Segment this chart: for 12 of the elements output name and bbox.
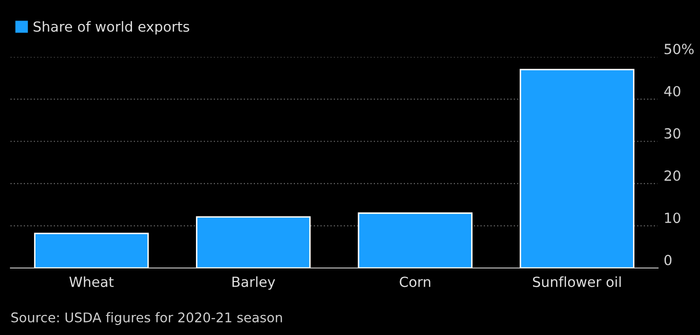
y-tick-label: 10 [665, 212, 680, 224]
x-tick-label: Sunflower oil [533, 276, 621, 288]
y-tick-label: 20 [664, 170, 680, 181]
x-tick-label: Corn [400, 276, 430, 288]
x-tick-label: Barley [232, 276, 276, 290]
source-note: Source: USDA figures for 2020-21 season [11, 312, 282, 325]
y-tick-label: 50% [664, 44, 694, 54]
y-tick-label: 0 [664, 254, 672, 266]
x-tick-label: Wheat [69, 276, 114, 288]
y-tick-label: 40 [664, 86, 680, 96]
legend-label: Share of world exports [34, 21, 190, 35]
y-tick-label: 30 [664, 128, 680, 139]
